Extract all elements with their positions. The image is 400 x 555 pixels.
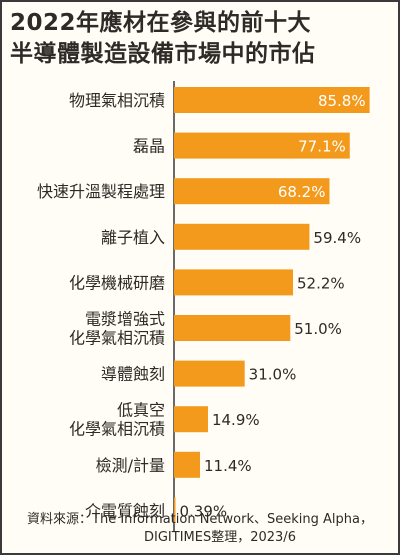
bar-2 <box>174 178 330 205</box>
bar-8 <box>174 451 200 478</box>
category-label-8-0: 檢測/計量 <box>96 456 165 475</box>
bar-3 <box>174 223 310 250</box>
bar-6 <box>174 360 245 387</box>
bar-0 <box>174 87 370 113</box>
bar-5 <box>174 315 291 341</box>
value-label-0: 85.8% <box>318 92 366 110</box>
bar-4 <box>174 269 294 296</box>
bar-7 <box>174 406 208 433</box>
source-note: 資料來源：The Information Network、Seeking Alp… <box>0 511 400 547</box>
bar-1 <box>174 132 350 159</box>
chart-title-line-1: 2022年應材在參與的前十大 <box>10 10 312 36</box>
value-label-6: 31.0% <box>249 366 297 384</box>
category-label-7-0: 低真空 <box>117 401 165 420</box>
category-label-4-0: 化學機械研磨 <box>69 273 165 292</box>
value-label-9: 0.39% <box>180 502 228 520</box>
value-label-2: 68.2% <box>278 183 326 201</box>
source-line-2: DIGITIMES整理，2023/6 <box>144 530 296 545</box>
value-label-7: 14.9% <box>212 411 260 429</box>
chart-title-line-2: 半導體製造設備市場中的市佔 <box>10 41 316 67</box>
category-label-0-0: 物理氣相沉積 <box>69 91 165 110</box>
category-label-2-0: 快速升溫製程處理 <box>37 182 165 201</box>
value-label-5: 51.0% <box>294 320 342 338</box>
value-label-4: 52.2% <box>297 274 345 292</box>
category-label-6-0: 導體蝕刻 <box>101 365 165 384</box>
value-label-1: 77.1% <box>298 138 346 156</box>
category-label-9-0: 介電質蝕刻 <box>85 501 165 520</box>
value-label-8: 11.4% <box>204 457 252 475</box>
category-label-5-1: 化學氣相沉積 <box>69 329 165 348</box>
value-label-3: 59.4% <box>313 229 361 247</box>
category-label-3-0: 離子植入 <box>101 228 165 247</box>
bar-9 <box>174 497 176 524</box>
category-label-5-0: 電漿增強式 <box>85 310 165 329</box>
chart-title: 2022年應材在參與的前十大 半導體製造設備市場中的市佔 <box>10 8 395 70</box>
category-label-1-0: 磊晶 <box>133 137 165 156</box>
category-label-7-1: 化學氣相沉積 <box>69 420 165 439</box>
source-line-1: 資料來源：The Information Network、Seeking Alp… <box>27 512 373 527</box>
